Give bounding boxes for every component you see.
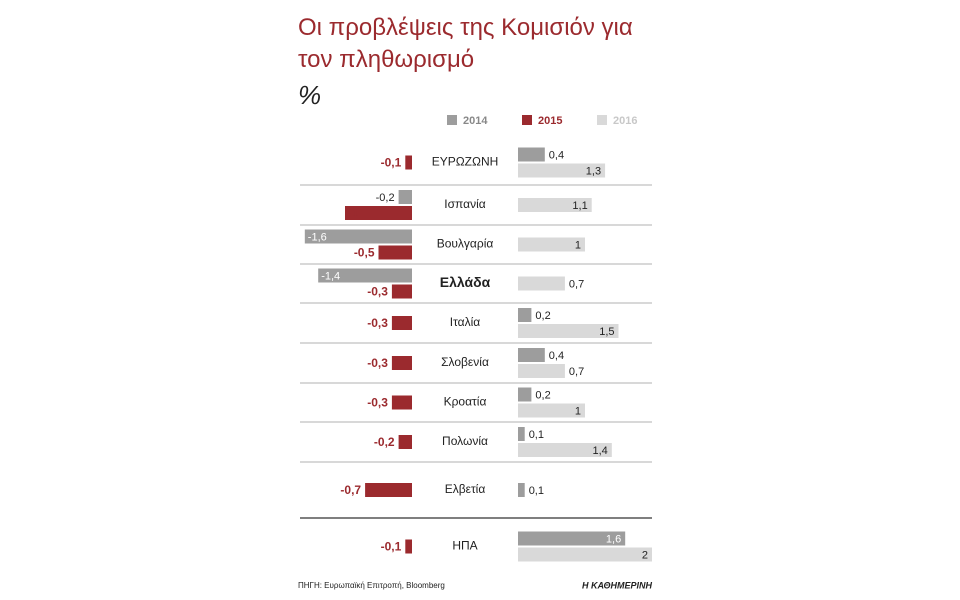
category-label: Πολωνία [442,434,488,448]
value-label: -0,1 [381,540,402,554]
source: ΠΗΓΗ: Ευρωπαϊκή Επιτροπή, Bloomberg [298,581,445,590]
bar [391,395,412,410]
legend-swatch [447,115,457,125]
bar [318,268,412,283]
bar [518,483,525,497]
category-label: Ιταλία [450,315,481,329]
bar [518,427,525,441]
value-label: -0,3 [367,316,388,330]
bar [518,531,626,546]
bar [518,324,619,338]
chart-subtitle: % [298,80,322,110]
legend-swatch [522,115,532,125]
value-label: 1,5 [599,326,614,338]
value-label: 0,4 [549,350,564,362]
bar [405,539,412,554]
bar [345,206,412,220]
legend-swatch [597,115,607,125]
value-label: 0,1 [529,429,544,441]
category-label: Κροατία [444,395,487,409]
value-label: 1,6 [606,533,621,545]
category-label: ΗΠΑ [452,539,477,553]
bar [518,348,545,362]
value-label: -1,4 [321,270,340,282]
bar [391,284,412,299]
value-label: -0,2 [376,192,395,204]
value-label: -0,7 [340,483,361,497]
bar [398,435,412,449]
bar [518,276,565,291]
value-label: 1,4 [593,445,608,457]
value-label: -1,6 [308,231,327,243]
value-label: -0,5 [354,246,375,260]
bar [518,147,545,162]
bar [518,403,585,418]
value-label: 0,4 [549,149,564,161]
bar [518,237,585,252]
bar [405,155,412,170]
category-label: Βουλγαρία [437,237,494,251]
legend-label: 2015 [538,115,562,127]
bar [304,229,412,244]
value-label: 1 [575,405,581,417]
value-label: 2 [642,549,648,561]
bar [391,356,412,370]
legend-label: 2014 [463,115,488,127]
value-label: -0,3 [367,285,388,299]
bar [518,163,606,178]
value-label: 1 [575,239,581,251]
legend-label: 2016 [613,115,637,127]
category-label: Ελλάδα [440,274,491,290]
bar [518,443,612,457]
value-label: 0,7 [569,278,584,290]
value-label: -0,2 [374,435,395,449]
value-label: 0,2 [535,310,550,322]
bar [365,483,412,497]
category-label: Ισπανία [444,197,485,211]
value-label: 1,3 [586,165,601,177]
bar [518,547,652,562]
bar [518,387,532,402]
category-label: Σλοβενία [441,355,489,369]
value-label: 0,7 [569,366,584,378]
bar [391,316,412,330]
value-label: 1,1 [572,200,587,212]
category-label: ΕΥΡΩΖΩΝΗ [432,155,499,169]
value-label: 0,1 [529,485,544,497]
chart-title: Οι προβλέψεις της Κομισιόν για τον πληθω… [298,14,633,73]
publisher: Η ΚΑΘΗΜΕΡΙΝΗ [582,580,652,590]
value-label: -0,3 [367,356,388,370]
category-label: Ελβετία [445,482,486,496]
value-label: -0,3 [367,396,388,410]
bar [398,190,412,204]
value-label: 0,2 [535,389,550,401]
bar [518,308,532,322]
value-label: -0,1 [381,156,402,170]
bar [518,198,592,212]
value-label: -1 [348,206,359,220]
bar [518,364,565,378]
bar [378,245,412,260]
